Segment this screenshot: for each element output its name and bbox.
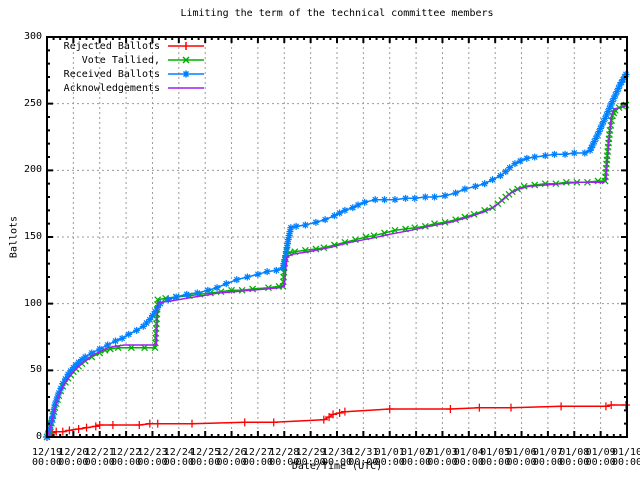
x-tick-label: 01/09 00:00 [585,447,616,468]
y-tick-label: 150 [23,231,42,242]
x-tick-label: 12/21 00:00 [84,447,115,468]
y-tick-label: 250 [23,97,42,109]
legend-label-tallied: Vote Tallied, [81,54,160,66]
series-markers-vote-tallied- [43,101,630,441]
x-tick-label: 12/22 00:00 [111,447,142,468]
x-tick-label: 01/08 00:00 [559,447,590,468]
y-tick-label: 0 [35,431,42,442]
x-tick-label: 01/03 00:00 [427,447,458,468]
x-tick-label: 01/01 00:00 [374,447,405,468]
series-line-acknowledgements [46,105,627,438]
y-tick-label: 300 [23,31,42,42]
x-tick-label: 01/04 00:00 [453,447,484,468]
y-tick-label: 50 [29,364,42,376]
legend-label-received: Received Ballots [63,68,160,80]
x-tick-label: 01/06 00:00 [506,447,537,468]
plot-border [46,36,628,438]
x-tick-label: 12/24 00:00 [163,447,194,468]
series-markers-received-ballots [43,70,630,441]
x-tick-label: 12/27 00:00 [242,447,273,468]
legend-sample-line-icon [168,87,204,89]
x-tick-label: 01/07 00:00 [532,447,563,468]
x-tick-label: 12/19 00:00 [31,447,63,468]
x-tick-label: 12/28 00:00 [269,447,300,468]
y-tick-label: 100 [23,297,42,309]
legend-row-rejected: Rejected Ballots [54,39,206,53]
x-tick-label: 01/10 00:00 [611,447,640,468]
series-line-received-ballots [46,73,627,438]
x-tick-label: 01/05 00:00 [480,447,511,468]
legend-sample-line-icon [168,42,204,50]
x-tick-label: 12/20 00:00 [58,447,89,468]
legend-row-received: Received Ballots [54,67,206,81]
x-tick-label: 12/25 00:00 [190,447,221,468]
x-tick-label: 01/02 00:00 [401,447,432,468]
y-tick-label: 200 [23,164,42,176]
legend: Rejected Ballots Vote Tallied, Received … [54,39,206,95]
x-tick-label: 12/23 00:00 [137,447,168,468]
x-axis-label: Date/Time (UTC) [291,461,383,472]
x-tick-label: 12/30 00:00 [321,447,353,468]
chart-title: Limiting the term of the technical commi… [180,8,494,19]
legend-sample-line-icon [168,56,204,64]
legend-sample-line-icon [168,70,204,78]
legend-row-tallied: Vote Tallied, [54,53,206,67]
legend-label-acknowledgements: Acknowledgements [63,82,160,94]
series-line-vote-tallied- [46,104,627,438]
grid-lines [46,37,628,437]
legend-label-rejected: Rejected Ballots [63,40,160,52]
x-tick-label: 12/26 00:00 [216,447,247,468]
x-tick-label: 12/31 00:00 [348,447,379,468]
legend-row-acknowledgements: Acknowledgements [54,81,206,95]
x-tick-label: 12/29 00:00 [295,447,326,468]
